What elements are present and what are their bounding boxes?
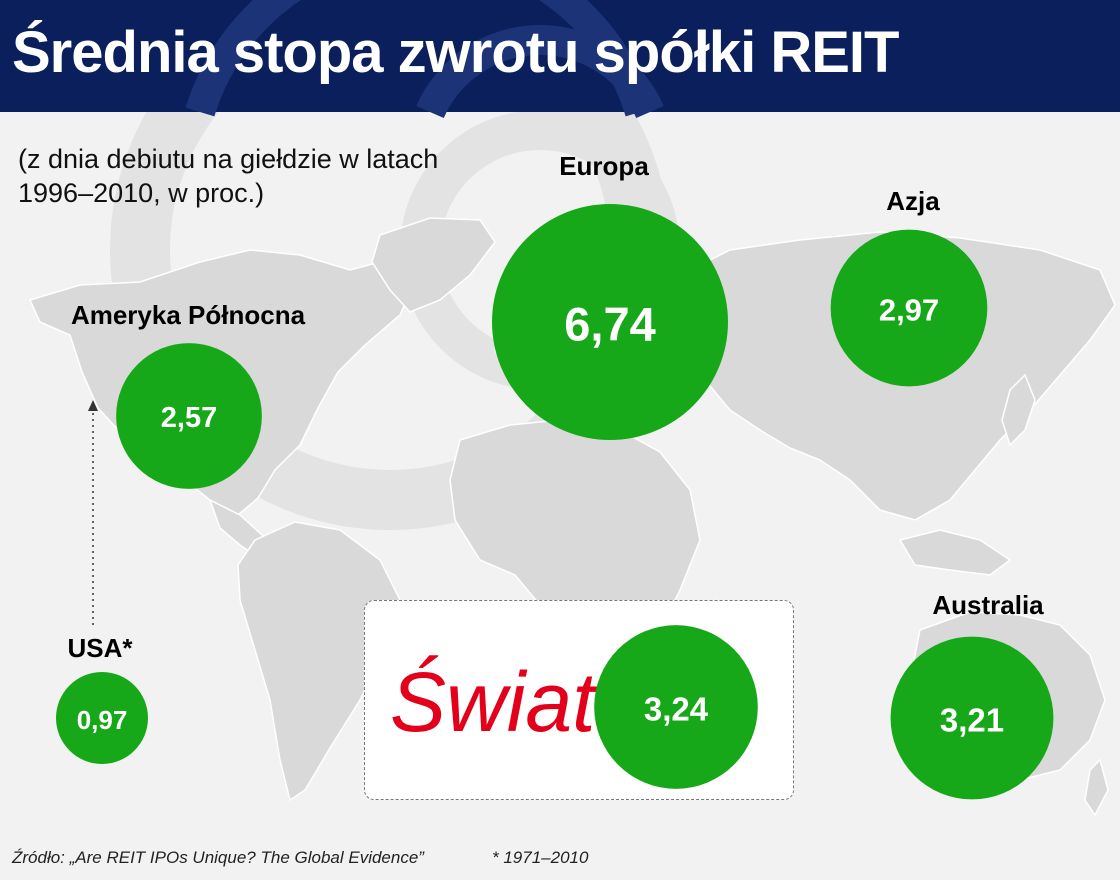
map-new-zealand (1084, 758, 1109, 817)
page-title: Średnia stopa zwrotu spółki REIT (12, 20, 899, 85)
bubble-asia (830, 229, 988, 387)
subtitle-line-1: (z dnia debiutu na giełdzie w latach (18, 144, 439, 174)
bubble-value-europe: 6,74 (564, 298, 655, 351)
source-note: Źródło: „Are REIT IPOs Unique? The Globa… (12, 848, 424, 867)
bubble-value-australia: 3,21 (940, 702, 1004, 739)
map-japan (1001, 373, 1036, 447)
usa-pointer-arrow (88, 400, 98, 625)
bubble-europe (492, 204, 728, 440)
region-label-north-america: Ameryka Północna (70, 300, 306, 330)
map-south-america (237, 521, 401, 802)
region-label-europe: Europa (559, 151, 649, 181)
chart-subtitle: (z dnia debiutu na giełdzie w latach 199… (18, 142, 518, 210)
header-watermark (185, 0, 664, 119)
bubble-value-asia: 2,97 (879, 293, 939, 328)
bubble-value-north-america: 2,57 (161, 402, 217, 434)
bubble-series: 6,74 2,97 2,57 0,97 3,21 (56, 204, 1054, 800)
map-sea-islands (898, 529, 1012, 576)
bubble-australia (890, 636, 1054, 800)
subtitle-line-2: 1996–2010, w proc.) (18, 178, 265, 208)
footnote: * 1971–2010 (492, 848, 589, 867)
bubble-value-usa: 0,97 (77, 705, 128, 735)
region-label-asia: Azja (886, 186, 940, 216)
world-label: Świat (390, 655, 596, 749)
bubble-usa (56, 672, 148, 764)
map-greenland (371, 217, 496, 313)
region-label-usa: USA* (67, 633, 133, 663)
bubble-north-america (116, 343, 262, 489)
region-label-australia: Australia (932, 590, 1044, 620)
